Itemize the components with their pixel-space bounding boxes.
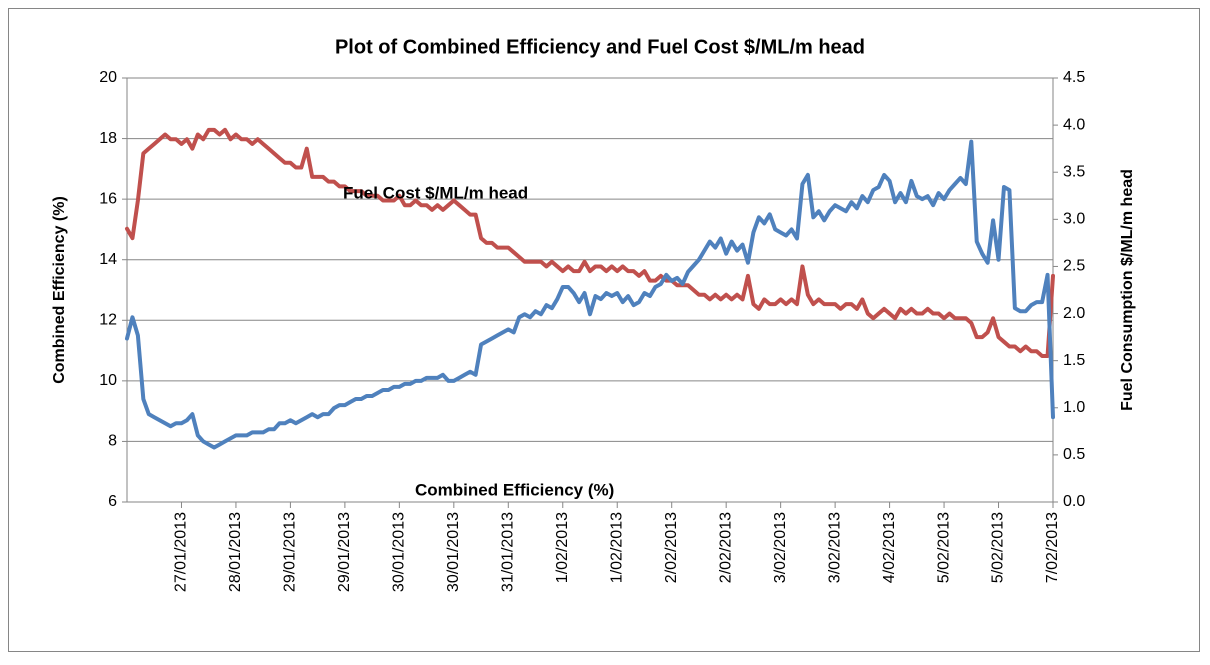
x-tick-label: 27/01/2013 <box>173 512 190 592</box>
y2-tick-label: 1.0 <box>1063 399 1085 416</box>
x-tick-label: 3/02/2013 <box>772 512 789 583</box>
series-line <box>125 127 1055 358</box>
y2-tick-label: 0.0 <box>1063 493 1085 510</box>
x-tick-label: 3/02/2013 <box>826 512 843 583</box>
y2-tick-label: 4.5 <box>1063 69 1085 86</box>
x-tick-label: 1/02/2013 <box>608 512 625 583</box>
x-tick-label: 5/02/2013 <box>935 512 952 583</box>
x-tick-label: 5/02/2013 <box>990 512 1007 583</box>
y-tick-label: 20 <box>99 69 117 86</box>
annotation: Combined Efficiency (%) <box>415 480 614 499</box>
y2-tick-label: 0.5 <box>1063 446 1085 463</box>
x-tick-label: 29/01/2013 <box>282 512 299 592</box>
y-tick-label: 14 <box>99 251 117 268</box>
y-axis-label: Combined Efficiency (%) <box>51 196 68 384</box>
y-tick-label: 16 <box>99 190 117 207</box>
y2-tick-label: 4.0 <box>1063 116 1085 133</box>
x-tick-label: 1/02/2013 <box>554 512 571 583</box>
y-tick-label: 12 <box>99 312 117 329</box>
y2-tick-label: 3.5 <box>1063 163 1085 180</box>
x-tick-label: 30/01/2013 <box>445 512 462 592</box>
x-tick-label: 7/02/2013 <box>1044 512 1061 583</box>
x-tick-label: 29/01/2013 <box>336 512 353 592</box>
series-line <box>125 139 1055 450</box>
x-tick-label: 4/02/2013 <box>881 512 898 583</box>
y-tick-label: 6 <box>108 493 117 510</box>
chart-frame <box>8 8 1200 652</box>
chart-title: Plot of Combined Efficiency and Fuel Cos… <box>335 36 865 58</box>
y-tick-label: 8 <box>108 433 117 450</box>
x-tick-label: 30/01/2013 <box>391 512 408 592</box>
y2-tick-label: 2.5 <box>1063 258 1085 275</box>
annotation: Fuel Cost $/ML/m head <box>343 183 528 202</box>
y2-tick-label: 2.0 <box>1063 305 1085 322</box>
y2-axis-label: Fuel Consumption $/ML/m head <box>1119 169 1136 411</box>
x-tick-label: 31/01/2013 <box>500 512 517 592</box>
y-tick-label: 10 <box>99 372 117 389</box>
y-tick-label: 18 <box>99 130 117 147</box>
y2-tick-label: 3.0 <box>1063 211 1085 228</box>
x-tick-label: 2/02/2013 <box>717 512 734 583</box>
x-tick-label: 2/02/2013 <box>663 512 680 583</box>
x-tick-label: 28/01/2013 <box>227 512 244 592</box>
y2-tick-label: 1.5 <box>1063 352 1085 369</box>
